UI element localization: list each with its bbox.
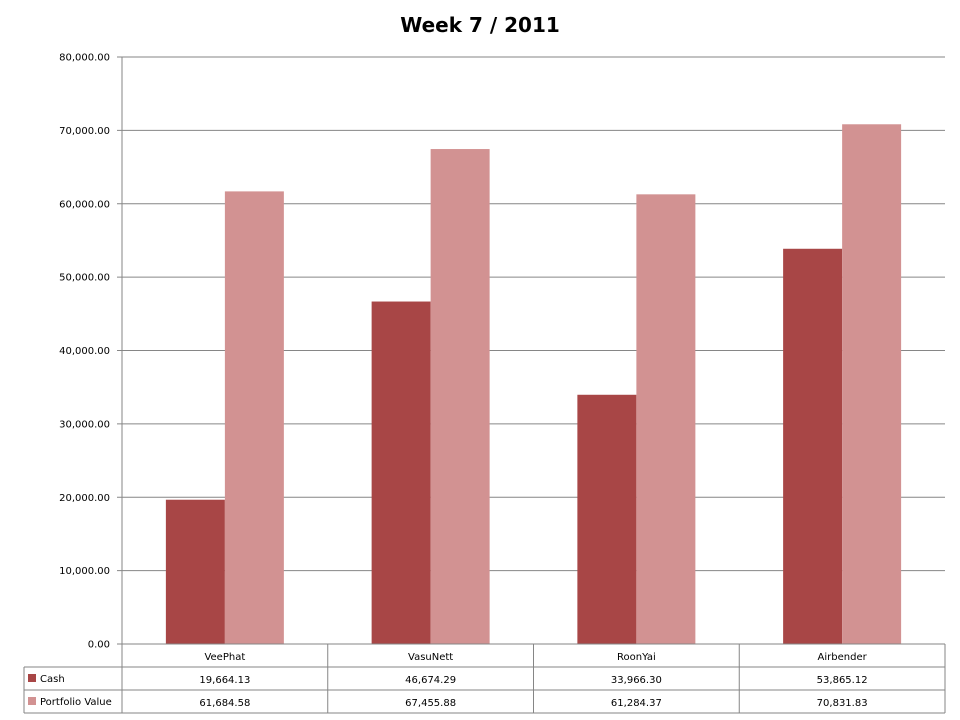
y-tick-label: 20,000.00	[59, 493, 110, 504]
data-label: 67,455.88	[405, 698, 456, 709]
x-category-label: RoonYai	[617, 652, 656, 663]
bar	[636, 194, 696, 644]
data-label: 53,865.12	[817, 675, 868, 686]
data-label: 70,831.83	[817, 698, 868, 709]
legend-label: Portfolio Value	[40, 697, 112, 708]
bars	[165, 124, 902, 645]
bar	[165, 499, 225, 644]
data-label: 33,966.30	[611, 675, 662, 686]
y-tick-label: 30,000.00	[59, 419, 110, 430]
bar	[371, 301, 431, 644]
y-tick-label: 70,000.00	[59, 126, 110, 137]
y-tick-label: 40,000.00	[59, 346, 110, 357]
bar	[842, 124, 902, 645]
data-label: 61,284.37	[611, 698, 662, 709]
bar	[430, 149, 490, 644]
y-tick-label: 80,000.00	[59, 53, 110, 64]
bar	[224, 191, 284, 644]
legend-swatch	[28, 697, 36, 705]
y-tick-label: 0.00	[88, 640, 110, 651]
x-category-label: Airbender	[818, 652, 868, 663]
chart-title: Week 7 / 2011	[400, 13, 560, 37]
bar	[577, 394, 637, 644]
y-tick-label: 60,000.00	[59, 199, 110, 210]
data-label: 19,664.13	[199, 675, 250, 686]
legend-label: Cash	[40, 674, 65, 685]
y-tick-label: 50,000.00	[59, 273, 110, 284]
data-table: VeePhat VasuNett RoonYai Airbender Cash 19,66…	[23, 643, 946, 714]
x-category-label: VeePhat	[204, 652, 245, 663]
y-axis-tick-labels: 0.00 10,000.00 20,000.00 30,000.00 40,000.00…	[59, 53, 110, 651]
data-label: 46,674.29	[405, 675, 456, 686]
legend-swatch	[28, 674, 36, 682]
y-tick-label: 10,000.00	[59, 566, 110, 577]
data-label: 61,684.58	[199, 698, 250, 709]
bar	[783, 248, 843, 644]
x-category-label: VasuNett	[408, 652, 453, 663]
